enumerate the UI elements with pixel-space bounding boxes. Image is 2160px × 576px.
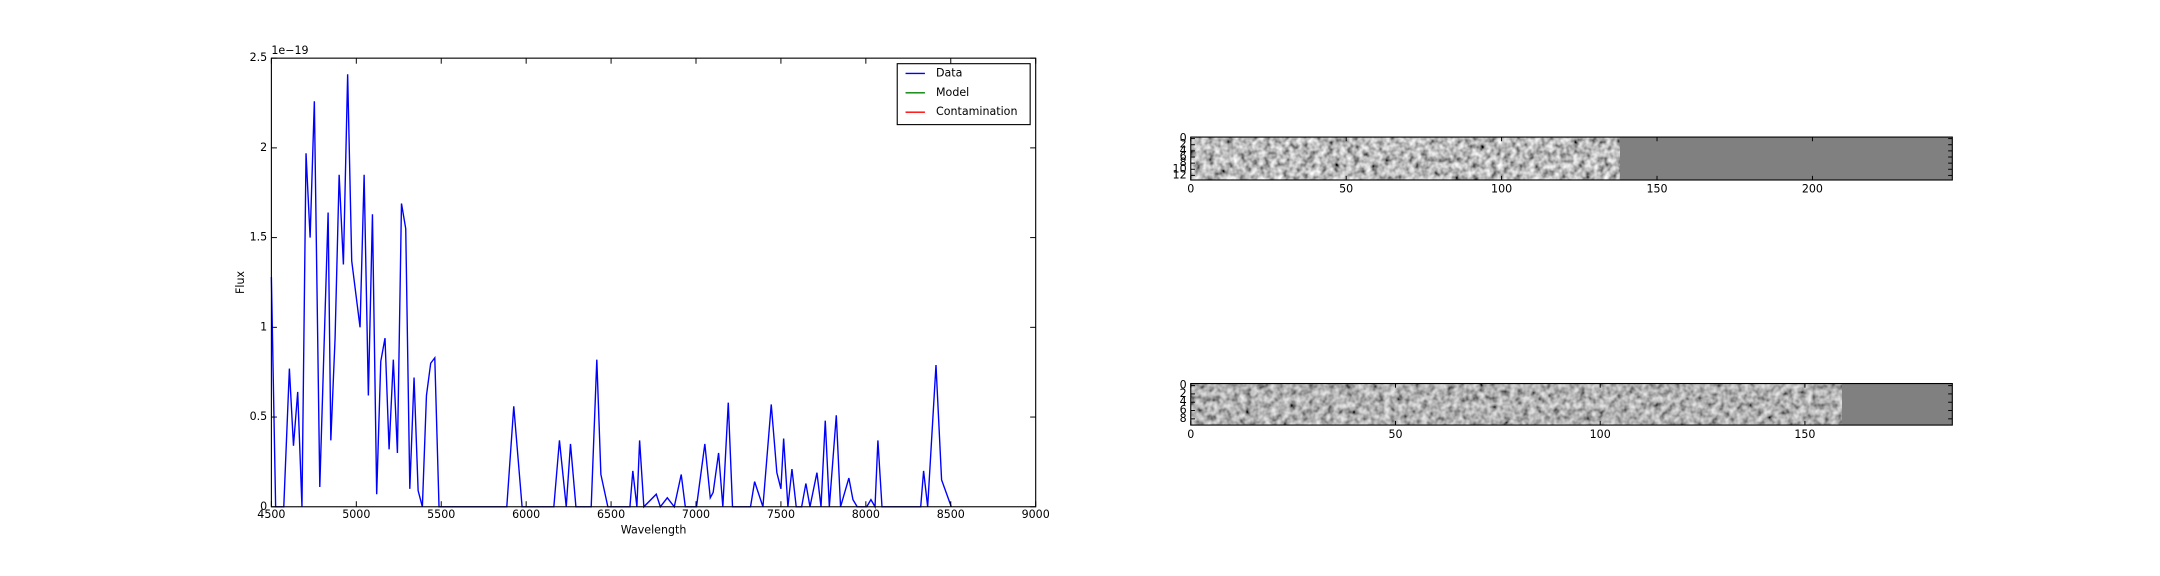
x-tick-label: 8500 — [937, 508, 965, 521]
x-axis-label: Wavelength — [621, 523, 687, 536]
x-tick-label: 100 — [1491, 183, 1512, 196]
x-tick-label: 150 — [1646, 183, 1667, 196]
y-tick-label: 4 — [1180, 144, 1187, 157]
image-pixels — [1190, 383, 1842, 426]
y-tick-label: 8 — [1180, 156, 1187, 169]
y-tick-label: 1.5 — [250, 231, 268, 244]
x-tick-label: 4500 — [257, 508, 285, 521]
x-tick-label: 50 — [1339, 183, 1353, 196]
y-tick-label: 0.5 — [250, 410, 268, 423]
x-tick-label: 7500 — [767, 508, 795, 521]
y-tick-label: 2 — [1180, 387, 1187, 400]
x-tick-label: 5500 — [427, 508, 455, 521]
offset-label: 1e−19 — [271, 44, 308, 57]
y-tick-label: 6 — [1180, 150, 1187, 163]
y-tick-label: 0 — [1180, 379, 1187, 392]
axes-frame — [1190, 136, 1953, 181]
y-axis-label: Flux — [234, 271, 247, 294]
x-tick-label: 9000 — [1022, 508, 1050, 521]
image-pixels — [1190, 137, 1620, 180]
legend-label: Contamination — [936, 105, 1017, 118]
y-tick-label: 1 — [260, 320, 267, 333]
x-tick-label: 5000 — [342, 508, 370, 521]
y-tick-label: 12 — [1173, 168, 1187, 181]
x-tick-label: 150 — [1794, 428, 1815, 441]
y-tick-label: 4 — [1180, 395, 1187, 408]
x-tick-label: 0 — [1187, 428, 1194, 441]
x-tick-label: 100 — [1590, 428, 1611, 441]
axes-frame — [1190, 382, 1953, 426]
x-tick-label: 7000 — [682, 508, 710, 521]
y-tick-label: 0 — [260, 500, 267, 513]
axes-frame — [270, 57, 1037, 508]
y-tick-label: 0 — [1180, 132, 1187, 145]
y-tick-label: 2 — [260, 141, 267, 154]
y-tick-label: 6 — [1180, 404, 1187, 417]
y-tick-label: 8 — [1180, 412, 1187, 425]
x-tick-label: 200 — [1802, 183, 1823, 196]
y-tick-label: 10 — [1173, 162, 1187, 175]
x-tick-label: 6000 — [512, 508, 540, 521]
y-tick-label: 2.5 — [250, 51, 268, 64]
x-tick-label: 50 — [1388, 428, 1402, 441]
legend-label: Data — [936, 66, 962, 79]
data-line — [270, 74, 952, 510]
x-tick-label: 8000 — [852, 508, 880, 521]
x-tick-label: 0 — [1187, 183, 1194, 196]
y-tick-label: 2 — [1180, 138, 1187, 151]
legend-label: Model — [936, 86, 969, 99]
x-tick-label: 6500 — [597, 508, 625, 521]
